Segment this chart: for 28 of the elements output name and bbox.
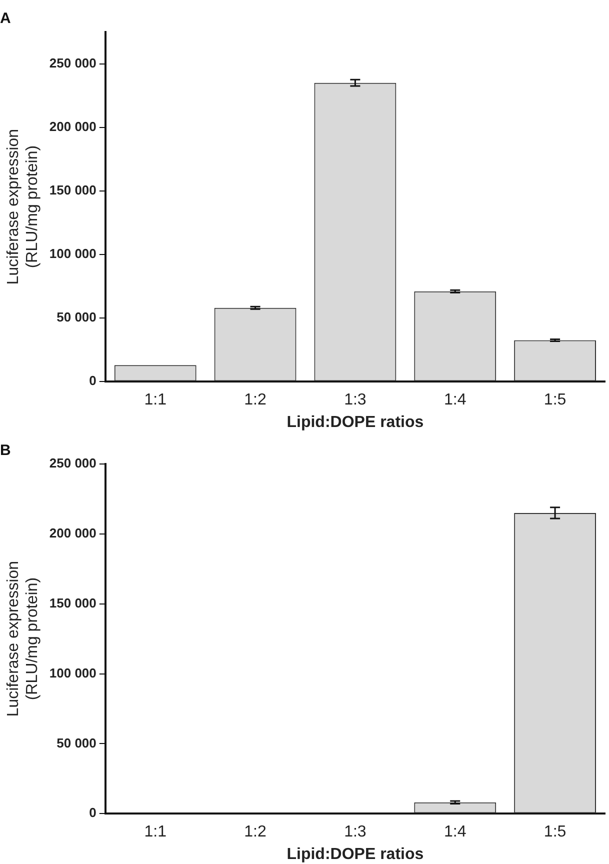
- y-tick-label: 0: [89, 373, 96, 388]
- x-tick-label: 1:3: [344, 392, 366, 409]
- y-tick-label: 150 000: [49, 182, 96, 198]
- x-tick-label: 1:4: [444, 392, 466, 409]
- x-tick-label: 1:3: [344, 824, 366, 841]
- x-tick-label: 1:5: [544, 824, 566, 841]
- chart-title: B: [0, 442, 11, 460]
- y-axis-title: Luciferase expression (RLU/mg protein): [5, 128, 42, 285]
- y-tick-label: 250 000: [49, 456, 96, 471]
- y-tick-label: 50 000: [56, 310, 96, 325]
- y-tick-label: 250 000: [49, 55, 96, 70]
- x-tick-label: 1:4: [444, 824, 466, 841]
- y-tick-label: 200 000: [49, 118, 96, 134]
- x-tick-label: 1:1: [144, 392, 167, 409]
- x-axis-title: Lipid:DOPE ratios: [286, 414, 424, 431]
- x-tick-label: 1:2: [244, 392, 266, 409]
- y-tick-label: 0: [89, 805, 96, 820]
- y-tick-label: 200 000: [49, 526, 96, 540]
- y-tick-label: 50 000: [56, 735, 96, 750]
- y-tick-label: 150 000: [49, 595, 96, 610]
- x-tick-label: 1:5: [544, 392, 566, 409]
- x-axis-title: Lipid:DOPE ratios: [286, 846, 424, 863]
- y-axis-title: Luciferase expression (RLU/mg protein): [5, 560, 42, 717]
- x-tick-label: 1:1: [144, 824, 167, 841]
- chart-title: A: [0, 10, 11, 28]
- x-tick-label: 1:2: [244, 824, 266, 841]
- y-tick-label: 100 000: [49, 665, 96, 680]
- y-tick-label: 100 000: [49, 246, 96, 262]
